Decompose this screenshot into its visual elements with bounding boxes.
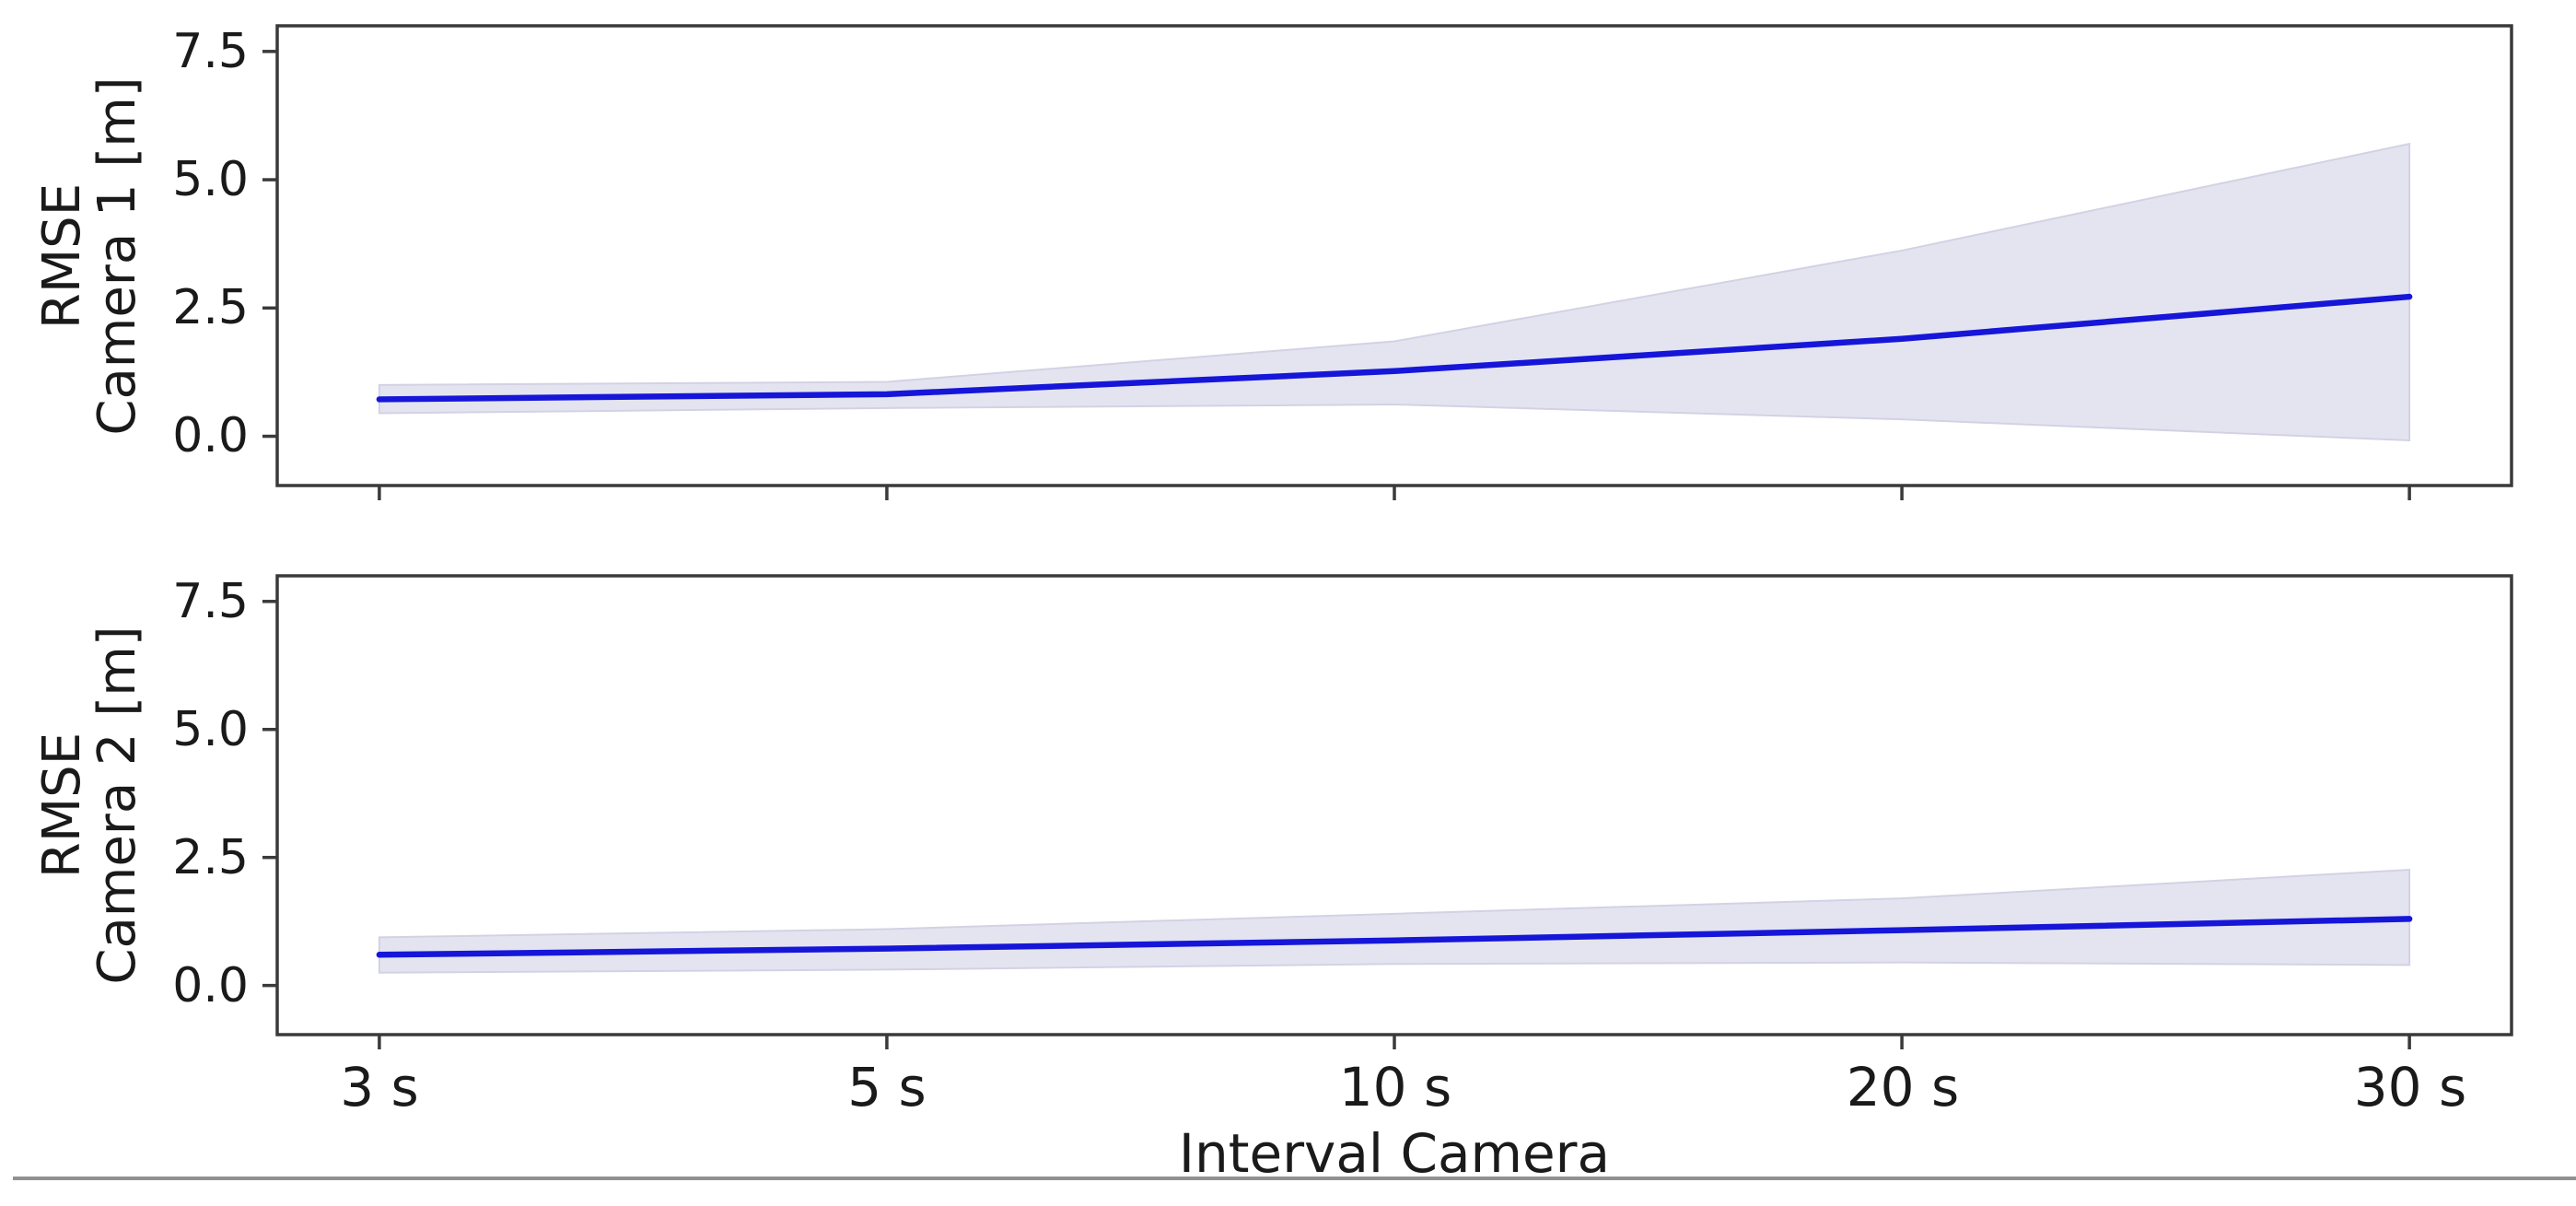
ytick-label-camera2-2.5: 2.5	[172, 830, 249, 885]
ytick-label-camera1-5.0: 5.0	[172, 152, 249, 207]
bottom-divider	[13, 1177, 2576, 1180]
rmse-camera-1-frame	[275, 24, 2513, 487]
ytick-label-camera1-0.0: 0.0	[172, 408, 249, 463]
xtick-label-10s: 10 s	[1338, 1056, 1452, 1118]
ytick-label-camera1-2.5: 2.5	[172, 280, 249, 335]
xtick-label-30s: 30 s	[2353, 1056, 2467, 1118]
rmse-camera-1-mean-line	[376, 293, 2413, 403]
xtick-label-5s: 5 s	[847, 1056, 927, 1118]
y-axis-label-line: RMSE	[32, 182, 92, 330]
ytick-label-camera1-7.5: 7.5	[172, 24, 249, 79]
ytick-label-camera2-5.0: 5.0	[172, 702, 249, 757]
xtick-label-3s: 3 s	[340, 1056, 419, 1118]
rmse-camera-1-confidence-band	[378, 142, 2411, 442]
xtick-label-20s: 20 s	[1846, 1056, 1960, 1118]
y-axis-label-line: RMSE	[32, 732, 92, 879]
ytick-label-camera2-7.5: 7.5	[172, 574, 249, 629]
x-axis-label: Interval Camera	[1178, 1122, 1611, 1185]
rmse-camera-2-confidence-band	[378, 868, 2411, 974]
rmse-camera-2-mean-line	[376, 916, 2413, 958]
ytick-label-camera2-0.0: 0.0	[172, 958, 249, 1013]
rmse-camera-2-frame	[275, 574, 2513, 1036]
